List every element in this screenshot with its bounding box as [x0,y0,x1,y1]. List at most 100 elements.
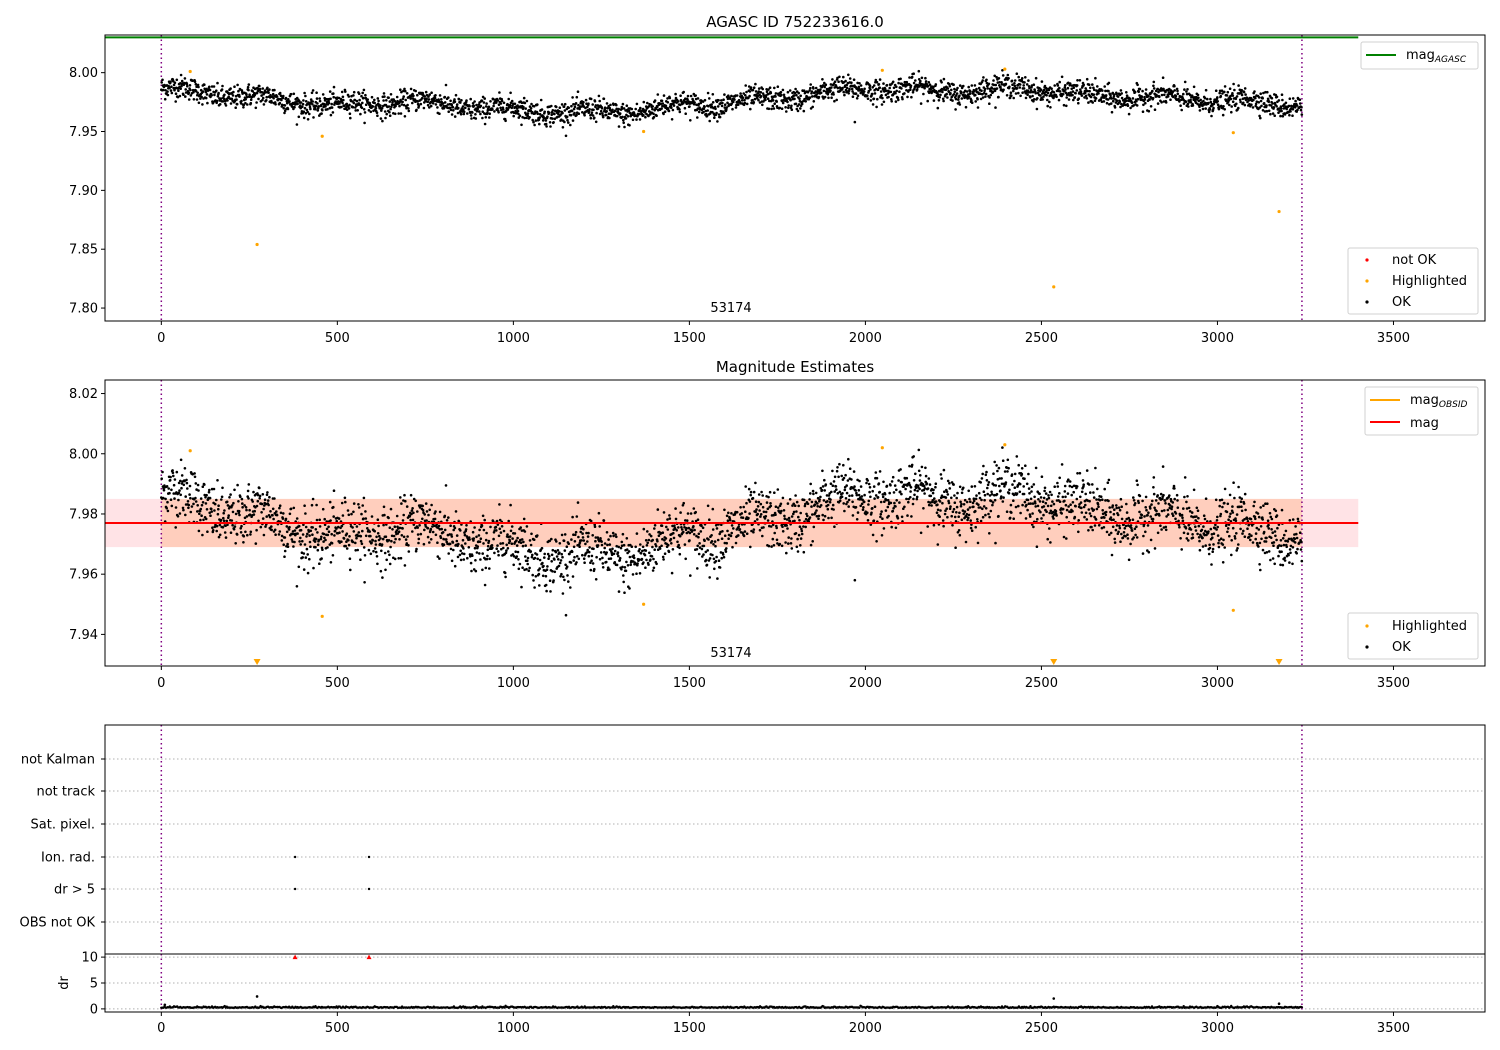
ok-point [588,546,591,549]
ok-point [340,105,343,109]
ok-point [771,104,775,108]
ok-point [478,528,481,532]
ok-point [689,574,692,577]
ok-point [538,116,541,119]
ok-point [553,558,556,561]
ok-point [545,125,548,128]
ok-point [210,94,213,97]
ok-point [193,475,197,479]
ok-point [161,78,164,82]
ok-point [309,545,312,548]
ok-point [988,102,991,105]
ok-point [216,479,219,482]
ok-point [332,92,335,95]
ok-point [499,542,502,545]
ok-point [1201,107,1205,111]
ok-point [696,544,699,548]
ok-point [1285,107,1288,111]
ok-point [644,549,648,552]
ok-point [189,496,192,500]
ok-point [699,530,703,533]
ok-point [797,504,800,508]
ok-point [242,534,246,538]
ok-point [607,104,610,108]
ok-point [748,90,752,93]
ok-point [678,552,682,556]
ok-point [477,534,481,537]
ok-point [550,553,554,557]
ok-point [170,91,174,95]
ok-point [229,531,233,534]
ok-point [876,88,880,91]
ok-point [516,536,519,540]
ok-point [515,539,518,542]
ok-point [707,538,710,541]
ok-point [208,85,211,89]
ok-point [505,549,508,552]
ok-point [1032,100,1035,103]
ok-point [617,554,620,558]
ok-point [179,87,182,90]
ok-point [885,83,889,87]
ok-point [255,504,259,508]
ok-point [924,80,928,83]
ok-point [955,92,959,95]
ok-point [844,473,847,477]
ok-point [536,112,539,115]
ok-point [730,512,733,515]
ok-point [217,507,220,511]
ok-point [194,500,198,503]
ok-point [973,84,977,87]
ok-point [287,98,290,101]
ok-point [974,100,977,103]
ok-point [578,541,582,544]
ok-point [759,95,763,98]
ok-point [565,565,569,568]
ok-point [541,561,544,565]
ok-point [838,75,841,79]
ok-point [438,94,442,97]
ok-point [328,90,332,93]
ok-point [192,502,195,506]
ok-point [165,506,168,510]
ok-point [889,484,892,487]
ok-point [323,523,327,526]
ok-point [1185,90,1188,93]
ok-point [814,86,818,90]
ok-point [555,540,558,543]
ok-point [656,105,659,109]
ok-point [843,509,846,513]
ok-point [998,81,1001,84]
ok-point [233,525,237,528]
ok-point [282,512,285,515]
ok-point [628,555,632,559]
ok-point [287,528,291,531]
ok-point [707,559,711,562]
ok-point [1242,90,1246,94]
ok-point [631,573,635,576]
ok-point [1022,84,1025,87]
ok-point [249,533,252,536]
ok-point [246,533,249,537]
ok-point [564,134,568,138]
ok-point [732,100,735,104]
ok-point [747,85,751,88]
ok-point [1034,76,1038,80]
ok-point [391,100,394,104]
ok-point [1060,75,1064,79]
ok-point [1070,87,1073,91]
ok-point [548,579,552,582]
ok-point [392,534,396,538]
ok-point [927,503,931,507]
ok-point [1029,95,1032,99]
ok-point [785,97,789,100]
ok-point [1269,112,1272,116]
ok-point [772,544,776,547]
ok-point [918,487,921,491]
ok-point [672,536,676,540]
ok-point [532,105,536,108]
ok-point [617,590,621,593]
ok-point [443,514,447,518]
ok-point [337,96,341,100]
ok-point [288,512,292,516]
